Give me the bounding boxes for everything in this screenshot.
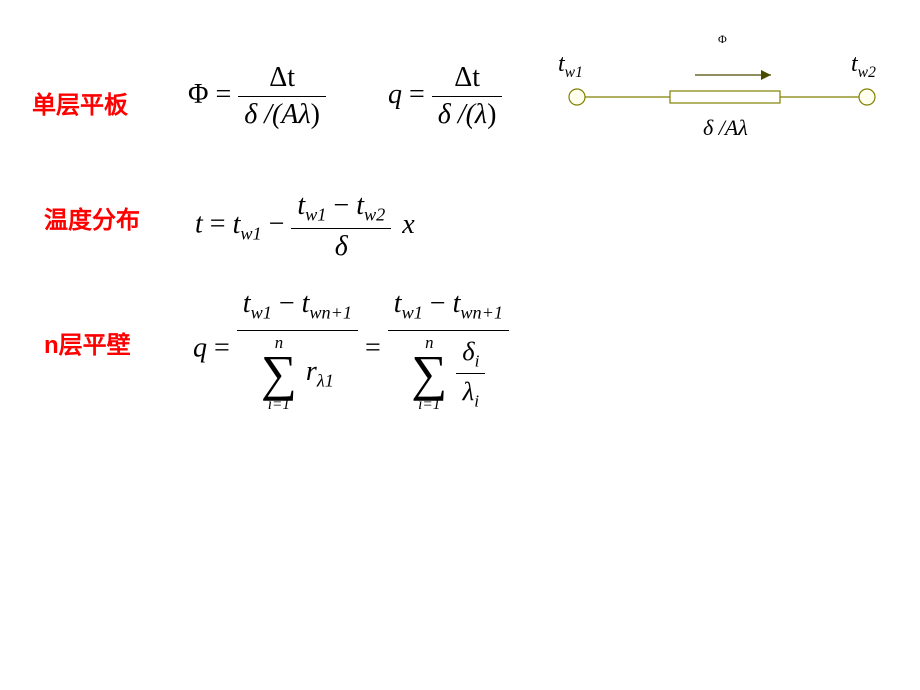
tw2-sub: w2: [858, 64, 876, 81]
nmin2: −: [430, 288, 446, 319]
resistor-box: [670, 91, 780, 103]
formula-temp-dist: t = tw1 − tw1 − tw2 δ x: [195, 190, 415, 263]
tw1-base: t: [558, 51, 565, 77]
q-fraction: Δt δ /(λ): [432, 62, 503, 131]
sum2: n ∑ i=1: [411, 335, 447, 413]
phi-den-pre: δ /(: [244, 99, 281, 130]
phi-den-a: A: [281, 99, 298, 130]
nfrac2-den: n ∑ i=1 δi λi: [388, 330, 509, 413]
eq-temp: =: [210, 209, 233, 240]
n3s: w1: [402, 303, 423, 323]
x-term: x: [402, 209, 414, 240]
tn2b: t: [356, 190, 364, 221]
n1b: t: [243, 288, 251, 319]
diagram-phi-label: Φ: [718, 32, 727, 47]
node-left: [569, 89, 585, 105]
dis: i: [475, 351, 480, 370]
flux-arrow-head: [761, 70, 771, 80]
thermal-circuit-diagram: tw1 tw2 Φ δ /Aλ: [555, 35, 895, 155]
phi-den-lambda: λ: [299, 99, 311, 130]
q-symbol: q: [388, 79, 402, 110]
res-lambda: λ: [738, 115, 748, 140]
phi-num-text: Δt: [269, 62, 295, 93]
diagram-tw1: tw1: [558, 51, 583, 82]
q-den-pre: δ /(: [438, 99, 475, 130]
tden-delta: δ: [335, 231, 348, 262]
formula-phi: Φ = Δt δ /(Aλ): [188, 62, 326, 131]
label-single-layer-text: 单层平板: [32, 92, 128, 119]
tn1s: w1: [305, 205, 326, 225]
neq2: =: [365, 333, 388, 364]
if-num: δi: [456, 336, 485, 373]
nfrac1: tw1 − twn+1 n ∑ i=1 rλ1: [237, 288, 358, 412]
temp-frac: tw1 − tw2 δ: [291, 190, 391, 263]
n1s: w1: [251, 303, 272, 323]
q-den: δ /(λ): [432, 96, 503, 131]
q-num-text: Δt: [454, 62, 480, 93]
sum1: n ∑ i=1: [261, 335, 297, 413]
minus1: −: [269, 209, 292, 240]
lis: i: [474, 391, 479, 410]
lib: λ: [463, 376, 475, 406]
nfrac2-num: tw1 − twn+1: [388, 288, 509, 330]
temp-num: tw1 − tw2: [291, 190, 391, 228]
tn2s: w2: [364, 205, 385, 225]
eq-sign: =: [215, 79, 238, 110]
dib: δ: [462, 336, 474, 366]
eq-sign-q: =: [409, 79, 432, 110]
nq: q: [193, 333, 207, 364]
n3b: t: [394, 288, 402, 319]
n2s: wn+1: [309, 303, 352, 323]
phi-den-post: ): [311, 99, 320, 130]
label-single-layer: 单层平板: [32, 85, 128, 120]
res-a: A: [725, 115, 738, 140]
s2sig: ∑: [411, 351, 447, 396]
nfrac1-den: n ∑ i=1 rλ1: [237, 330, 358, 413]
r-term: rλ1: [306, 356, 334, 387]
label-n-layer-text: n层平壁: [44, 332, 131, 359]
phi-den: δ /(Aλ): [238, 96, 326, 131]
rs: λ1: [317, 370, 334, 390]
nfrac1-num: tw1 − twn+1: [237, 288, 358, 330]
inner-frac: δi λi: [456, 336, 485, 412]
label-temp-dist-text: 温度分布: [44, 207, 140, 234]
phi-symbol: Φ: [188, 79, 208, 110]
q-den-lambda: λ: [475, 99, 487, 130]
temp-den: δ: [291, 228, 391, 263]
tmin: −: [333, 190, 349, 221]
t-lhs: t: [195, 209, 203, 240]
neq1: =: [214, 333, 237, 364]
node-right: [859, 89, 875, 105]
tw1-term: tw1: [233, 209, 262, 240]
res-pre: δ /: [703, 115, 725, 140]
tw1s: w1: [240, 223, 261, 243]
nmin1: −: [279, 288, 295, 319]
diagram-resistor-label: δ /Aλ: [703, 115, 748, 141]
phi-num: Δt: [238, 62, 326, 96]
if-den: λi: [456, 373, 485, 411]
s1sig: ∑: [261, 351, 297, 396]
tw1-sub: w1: [565, 64, 583, 81]
tw2-base: t: [851, 51, 858, 77]
rb: r: [306, 356, 317, 387]
diagram-tw2: tw2: [851, 51, 876, 82]
formula-q-single: q = Δt δ /(λ): [388, 62, 502, 131]
label-n-layer: n层平壁: [44, 325, 131, 360]
q-den-post: ): [487, 99, 496, 130]
tn1b: t: [297, 190, 305, 221]
label-temp-dist: 温度分布: [44, 200, 140, 235]
phi-small: Φ: [718, 32, 727, 46]
formula-n-layer: q = tw1 − twn+1 n ∑ i=1 rλ1 = tw1 − twn+…: [193, 288, 509, 412]
n4s: wn+1: [460, 303, 503, 323]
nfrac2: tw1 − twn+1 n ∑ i=1 δi λi: [388, 288, 509, 412]
q-num: Δt: [432, 62, 503, 96]
phi-fraction: Δt δ /(Aλ): [238, 62, 326, 131]
